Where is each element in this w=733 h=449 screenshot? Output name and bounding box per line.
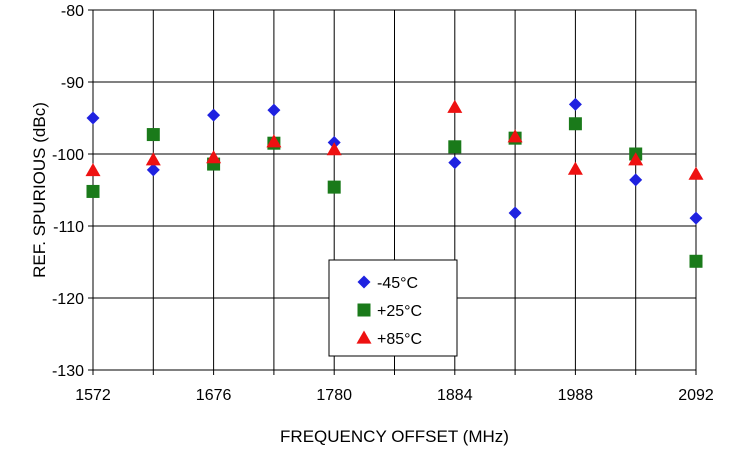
triangle-point [85, 163, 101, 177]
legend-diamond-marker [357, 275, 371, 289]
diamond-point [267, 103, 281, 117]
triangle-point [567, 161, 583, 175]
y-tick-label: -80 [61, 3, 84, 20]
x-tick-label: 1572 [75, 387, 111, 404]
y-tick-label: -130 [52, 363, 84, 380]
y-tick-label: -90 [61, 75, 84, 92]
x-tick-label: 1780 [316, 387, 352, 404]
diamond-point [86, 111, 100, 125]
x-tick-label: 1988 [558, 387, 594, 404]
legend-box [328, 259, 458, 357]
x-tick-label: 1676 [196, 387, 232, 404]
diamond-point [629, 173, 643, 187]
y-axis-title: REF. SPURIOUS (dBc) [30, 102, 49, 278]
legend-label: -45°C [377, 275, 418, 292]
x-tick-label: 1884 [437, 387, 473, 404]
diamond-point [146, 163, 160, 177]
triangle-point [266, 134, 282, 148]
square-point [146, 128, 160, 142]
square-point [689, 254, 703, 268]
y-axis-ticks: -130 -120 -110 -100 -90 -80 [52, 3, 93, 380]
triangle-point [688, 166, 704, 180]
square-point [86, 184, 100, 198]
square-point [327, 180, 341, 194]
x-axis-title: FREQUENCY OFFSET (MHz) [280, 427, 509, 446]
legend-label: +25°C [377, 303, 422, 320]
triangle-point [145, 152, 161, 166]
y-tick-label: -100 [52, 147, 84, 164]
square-point [568, 117, 582, 131]
triangle-point [447, 99, 463, 113]
triangle-point [206, 150, 222, 164]
triangle-point [628, 152, 644, 166]
triangle-point [326, 142, 342, 156]
y-tick-label: -110 [53, 219, 84, 236]
y-tick-label: -120 [52, 291, 84, 308]
legend-label: +85°C [377, 331, 422, 348]
data-points [85, 97, 704, 268]
diamond-point [508, 206, 522, 220]
diamond-point [448, 156, 462, 170]
legend-triangle-marker [356, 330, 372, 344]
legend: -45°C +25°C +85°C [328, 259, 458, 357]
square-point [448, 140, 462, 154]
diamond-point [568, 97, 582, 111]
diamond-point [207, 108, 221, 122]
triangle-point [507, 129, 523, 143]
x-tick-label: 2092 [678, 387, 714, 404]
x-axis-ticks: 1572 1676 1780 1884 1988 2092 [75, 370, 714, 404]
diamond-point [689, 211, 703, 225]
legend-square-marker [357, 303, 371, 317]
